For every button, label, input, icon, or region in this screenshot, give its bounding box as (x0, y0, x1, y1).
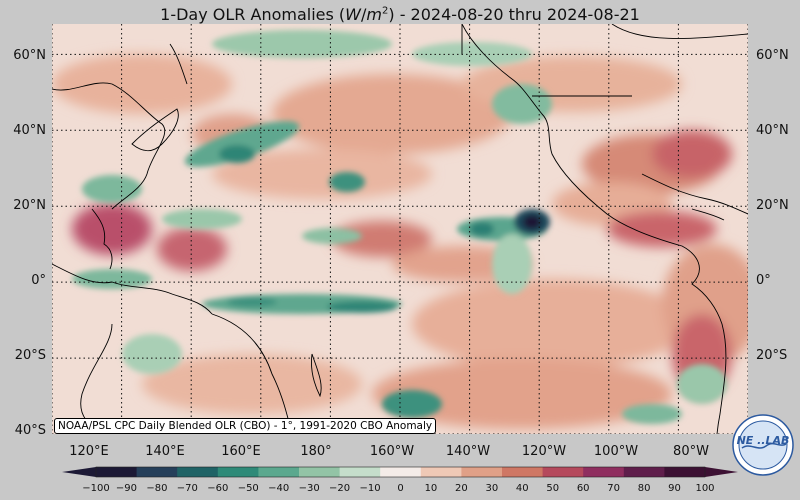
colorbar-segment (502, 467, 544, 477)
colorbar-tick-label: −100 (82, 483, 110, 494)
americas-west-coast (461, 24, 727, 434)
colorbar-tick-label: 100 (695, 483, 715, 494)
colorbar-tick-label: 40 (515, 483, 529, 494)
colorbar-segment (461, 467, 503, 477)
lat-label-left: 0° (31, 273, 46, 288)
lat-label-left: 20°S (14, 348, 46, 363)
colorbar-segment (136, 467, 178, 477)
lon-label: 100°W (593, 444, 639, 459)
lat-label-left: 20°N (13, 198, 46, 213)
colorbar-tick-label: 20 (455, 483, 468, 494)
lon-label: 180° (300, 444, 332, 459)
lon-label: 160°W (369, 444, 415, 459)
lat-label-left: 40°N (13, 123, 46, 138)
sakhalin-outline (169, 43, 188, 85)
colorbar-segment (339, 467, 381, 477)
coastlines (52, 24, 748, 434)
colorbar-tick-label: 0 (397, 483, 404, 494)
colorbar-segment (623, 467, 665, 477)
lat-label-right: 60°N (756, 48, 789, 63)
colorbar-tick-label: −20 (329, 483, 351, 494)
colorbar-segment (258, 467, 300, 477)
colorbar-tick-label: 10 (424, 483, 438, 494)
colorbar (62, 466, 738, 478)
colorbar-max-extend (705, 467, 738, 477)
colorbar-tick-label: −60 (207, 483, 229, 494)
asia-coast (52, 82, 166, 210)
graticule (52, 24, 748, 434)
logo-text: NE ..LAB (737, 434, 790, 447)
colorbar-min-extend (62, 467, 96, 477)
map-title: 1-Day OLR Anomalies (W/m2) - 2024-08-20 … (0, 0, 800, 24)
colorbar-tick-label: 60 (576, 483, 590, 494)
lon-label: 120°E (69, 444, 109, 459)
philippines-outline (91, 208, 113, 270)
noaa-psl-logo: NE ..LAB (732, 414, 794, 476)
colorbar-segment (96, 467, 138, 477)
caribbean-islands (691, 208, 725, 221)
colorbar-segment (664, 467, 706, 477)
title-text: 1-Day OLR Anomalies (W/m2) - 2024-08-20 … (160, 5, 640, 25)
colorbar-tick-label: −50 (237, 483, 259, 494)
lat-label-right: 0° (756, 273, 771, 288)
data-source-caption: NOAA/PSL CPC Daily Blended OLR (CBO) - 1… (54, 418, 437, 434)
colorbar-tick-label: −90 (115, 483, 137, 494)
arctic-coast (611, 24, 748, 39)
colorbar-tick-label: 50 (546, 483, 560, 494)
olr-anomaly-map (52, 24, 748, 434)
lat-label-right: 20°N (756, 198, 789, 213)
colorbar-tick-label: 30 (485, 483, 499, 494)
colorbar-tick-label: −30 (298, 483, 320, 494)
lat-label-right: 40°N (756, 123, 789, 138)
colorbar-segment (217, 467, 259, 477)
colorbar-segment (583, 467, 625, 477)
colorbar-tick-label: 90 (668, 483, 681, 494)
lon-label: 160°E (221, 444, 261, 459)
colorbar-segments (96, 467, 706, 477)
australia-east (211, 313, 293, 434)
colorbar-segment (542, 467, 584, 477)
colorbar-tick-label: −10 (359, 483, 381, 494)
colorbar-tick-label: −80 (146, 483, 168, 494)
lon-label: 140°W (445, 444, 491, 459)
colorbar-segment (299, 467, 341, 477)
lat-label-right: 20°S (756, 348, 788, 363)
negative-anomaly-regions (72, 30, 727, 424)
japan-outline (131, 108, 179, 152)
map-canvas (52, 24, 748, 434)
colorbar-tick-label: −70 (176, 483, 198, 494)
lon-label: 120°W (521, 444, 567, 459)
gulf-coast (641, 173, 748, 215)
colorbar-tick-label: −40 (268, 483, 290, 494)
colorbar-segment (380, 467, 422, 477)
positive-anomaly-regions (52, 54, 748, 429)
colorbar-tick-label: 80 (637, 483, 651, 494)
colorbar-tick-label: 70 (607, 483, 621, 494)
indonesia-coast (52, 263, 213, 315)
lat-label-left: 40°S (14, 423, 46, 438)
colorbar-frame (95, 466, 706, 478)
colorbar-segment (420, 467, 462, 477)
new-zealand-outline (311, 353, 322, 398)
lat-label-left: 60°N (13, 48, 46, 63)
colorbar-segment (177, 467, 219, 477)
lon-label: 140°E (145, 444, 185, 459)
lon-label: 80°W (673, 444, 709, 459)
